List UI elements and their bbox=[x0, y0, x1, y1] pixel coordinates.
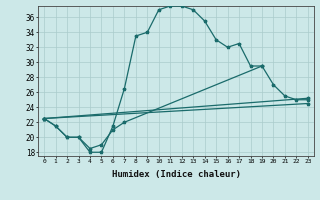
X-axis label: Humidex (Indice chaleur): Humidex (Indice chaleur) bbox=[111, 170, 241, 179]
